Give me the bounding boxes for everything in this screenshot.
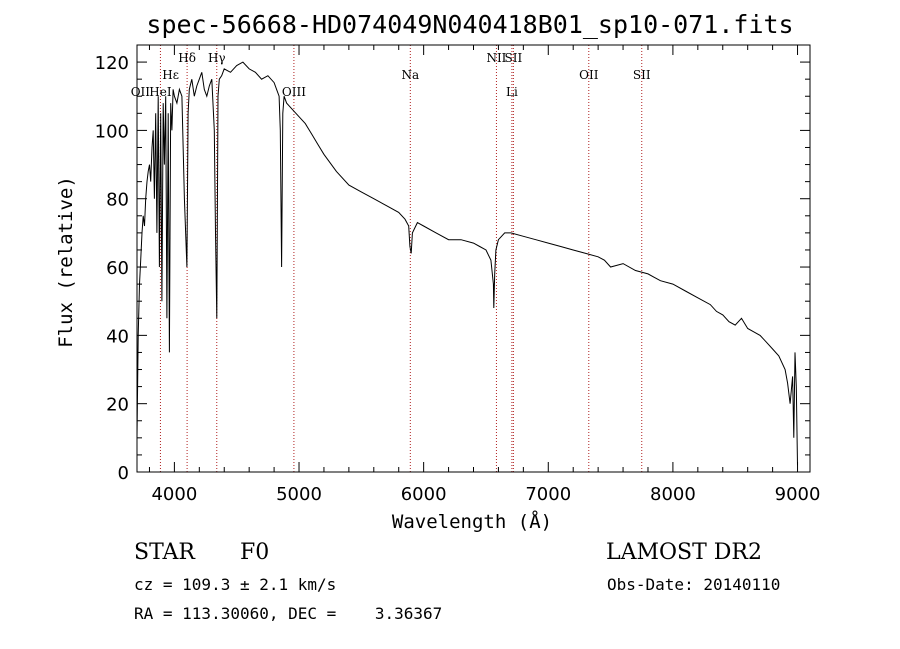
- y-tick-label: 120: [95, 53, 129, 74]
- emission-line-label: Hε: [162, 68, 179, 82]
- emission-line-label: Li: [506, 85, 518, 99]
- spectrum-series-line: [136, 61, 798, 466]
- emission-line-label: Na: [401, 68, 419, 82]
- emission-line-label: OII: [131, 85, 151, 99]
- chart-title: spec-56668-HD074049N040418B01_sp10-071.f…: [146, 10, 793, 39]
- emission-line-markers: [159, 45, 643, 472]
- emission-line-label: SII: [633, 68, 651, 82]
- y-tick-label: 0: [118, 463, 129, 484]
- emission-line-label: NII: [486, 51, 506, 65]
- object-subclass: F0: [240, 540, 270, 565]
- x-axis-ticks: 4000 5000 6000 7000 8000 9000: [148, 45, 821, 505]
- observation-date: Obs-Date: 20140110: [607, 575, 781, 594]
- emission-line-label: Hδ: [178, 51, 196, 65]
- y-axis-label: Flux (relative): [55, 176, 77, 348]
- object-class: STAR: [134, 540, 195, 565]
- survey-name: LAMOST DR2: [606, 540, 762, 565]
- y-tick-label: 60: [106, 258, 129, 279]
- emission-line-label: OII: [579, 68, 599, 82]
- x-tick-label: 6000: [401, 484, 447, 505]
- x-tick-label: 7000: [525, 484, 571, 505]
- y-tick-label: 100: [95, 121, 129, 142]
- emission-line-label: HeI: [149, 85, 172, 99]
- emission-line-label: Hγ: [208, 51, 226, 65]
- redshift-velocity: cz = 109.3 ± 2.1 km/s: [134, 575, 337, 594]
- x-tick-label: 5000: [276, 484, 322, 505]
- x-axis-label: Wavelength (Å): [392, 510, 552, 533]
- x-tick-label: 8000: [650, 484, 696, 505]
- plot-frame: [136, 44, 811, 473]
- y-tick-label: 80: [106, 190, 129, 211]
- x-tick-label: 4000: [151, 484, 197, 505]
- y-tick-label: 20: [106, 395, 129, 416]
- y-tick-label: 40: [106, 326, 129, 347]
- emission-line-label: SII: [505, 51, 523, 65]
- y-axis-ticks: 0 20 40 60 80 100 120: [95, 53, 810, 484]
- ra-dec-coordinates: RA = 113.30060, DEC = 3.36367: [134, 604, 443, 623]
- emission-line-label: OIII: [282, 85, 306, 99]
- x-tick-label: 9000: [775, 484, 821, 505]
